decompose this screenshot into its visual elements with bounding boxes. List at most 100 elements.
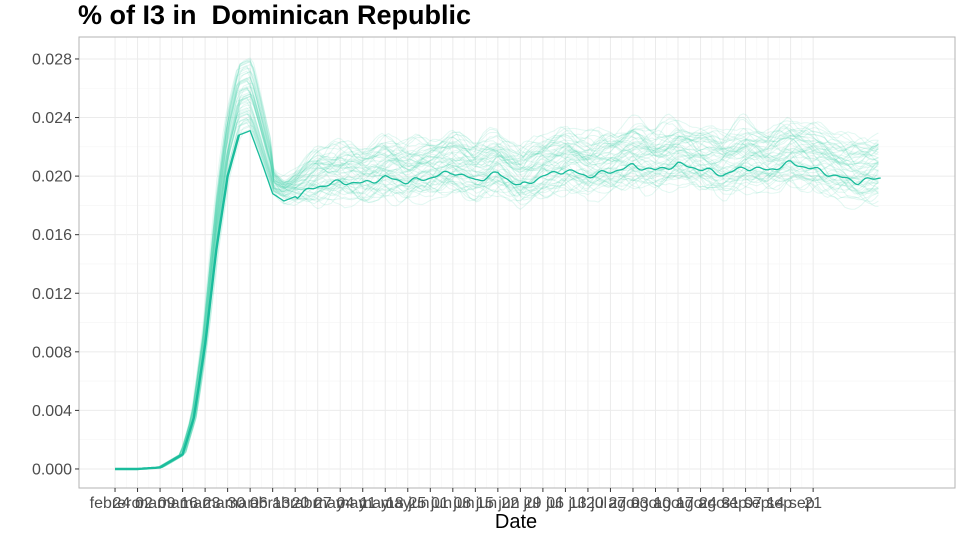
x-tick-label: 29 jul: [524, 495, 562, 512]
x-tick-label: 08 jun: [454, 495, 498, 512]
x-tick-label: 31 sep: [722, 495, 770, 512]
ensemble-line: [115, 91, 879, 470]
x-tick-label: 07 sep: [744, 495, 792, 512]
ensemble-line: [115, 60, 879, 470]
y-tick-label: 0.008: [32, 344, 72, 361]
x-tick-label: 02 mar: [135, 495, 185, 512]
ensemble-lines: [115, 57, 879, 470]
ensemble-line: [115, 67, 879, 470]
y-tick-label: 0.000: [32, 461, 72, 478]
ensemble-line: [115, 93, 879, 470]
ensemble-line: [115, 95, 879, 470]
ensemble-line: [115, 58, 879, 470]
ensemble-line: [115, 113, 879, 470]
ensemble-line: [115, 118, 879, 470]
ensemble-line: [115, 86, 879, 470]
x-tick-label: febrero: [90, 495, 141, 512]
x-tick-label: 25 jun: [409, 495, 453, 512]
y-tick-label: 0.024: [32, 110, 72, 127]
ensemble-line: [115, 101, 879, 470]
x-tick-label: 03 ago: [631, 495, 680, 512]
x-tick-label: 17 ago: [676, 495, 725, 512]
ensemble-line: [115, 78, 879, 470]
ensemble-line: [115, 87, 879, 470]
ensemble-line: [115, 92, 879, 470]
main-line-layer: [115, 129, 881, 471]
ensemble-line: [115, 104, 879, 470]
x-tick-label: 22 jul: [501, 495, 539, 512]
ensemble-line: [115, 129, 879, 470]
ensemble-line: [115, 87, 879, 470]
x-tick-label: 04 may: [337, 495, 389, 512]
ensemble-line: [115, 117, 879, 470]
ensemble-line: [115, 101, 879, 470]
x-tick-label: 20 may: [291, 495, 343, 512]
y-tick-label: 0.020: [32, 169, 72, 186]
ensemble-line: [115, 77, 879, 470]
ensemble-line: [115, 86, 879, 470]
x-tick-label: 30 abr: [227, 495, 273, 512]
y-tick-label: 0.016: [32, 227, 72, 244]
ensemble-line: [115, 57, 879, 470]
ensemble-line: [115, 64, 879, 470]
ensemble-line: [115, 124, 879, 470]
ensemble-line: [115, 117, 879, 470]
ensemble-line: [115, 107, 879, 470]
x-tick-label: 15 jun: [476, 495, 520, 512]
plot-panel-border: [78, 36, 956, 489]
ensemble-line: [115, 60, 879, 470]
ensemble-line: [115, 80, 879, 470]
x-tick-label: 06 jul: [546, 495, 584, 512]
ensemble-line: [115, 113, 879, 470]
ensemble-line: [115, 109, 879, 470]
ensemble-line: [115, 71, 879, 470]
ensemble-line: [115, 113, 879, 470]
ensemble-line: [115, 64, 879, 470]
y-axis: 0.000 0.004 0.008 0.012 0.016 0.020 0.024 0.028: [32, 51, 79, 478]
ensemble-line: [115, 98, 879, 470]
ensemble-line: [115, 110, 879, 470]
ensemble-line: [115, 113, 879, 470]
ensemble-line: [115, 59, 879, 470]
x-tick-label: 16 mar: [180, 495, 230, 512]
ensemble-line: [115, 66, 879, 470]
ensemble-line: [115, 76, 879, 470]
y-tick-label: 0.012: [32, 286, 72, 303]
ensemble-line: [115, 60, 879, 470]
x-axis-label: Date: [494, 511, 538, 533]
x-tick-label: 27 may: [314, 495, 366, 512]
ensemble-line: [115, 95, 879, 470]
y-tick-label: 0.004: [32, 403, 72, 420]
ensemble-line: [115, 82, 879, 470]
x-tick-label: 23 mar: [203, 495, 253, 512]
x-tick-label: 18 jun: [386, 495, 430, 512]
ensemble-line: [115, 121, 879, 470]
ensemble-line: [115, 95, 879, 470]
x-tick-label: 09 mar: [158, 495, 208, 512]
x-tick-label: 20 ago: [586, 495, 635, 512]
x-tick-label: 11 may: [360, 495, 411, 512]
main-series-line: [115, 129, 881, 470]
ensemble-line: [115, 106, 879, 470]
chart-title: % of I3 in Dominican Republic: [78, 0, 472, 30]
ensemble-line: [115, 85, 879, 470]
x-tick-label: 24 mar: [113, 495, 163, 512]
ensemble-line: [115, 112, 879, 470]
ensemble-line: [115, 109, 879, 470]
ensemble-line: [115, 76, 879, 470]
ensemble-line: [115, 89, 879, 470]
x-tick-label: 06 abr: [250, 495, 296, 512]
ensemble-line: [115, 98, 879, 470]
ensemble-line: [115, 70, 879, 470]
x-tick-label: 13 abr: [272, 495, 318, 512]
ensemble-line: [115, 77, 879, 470]
grid: [79, 37, 955, 488]
x-tick-label: 14 sep: [767, 495, 815, 512]
main-series-rise: [115, 134, 241, 471]
ensemble-line: [115, 119, 879, 470]
ensemble-line: [115, 125, 879, 470]
x-tick-label: 10 ago: [654, 495, 703, 512]
ensemble-line: [115, 129, 879, 470]
